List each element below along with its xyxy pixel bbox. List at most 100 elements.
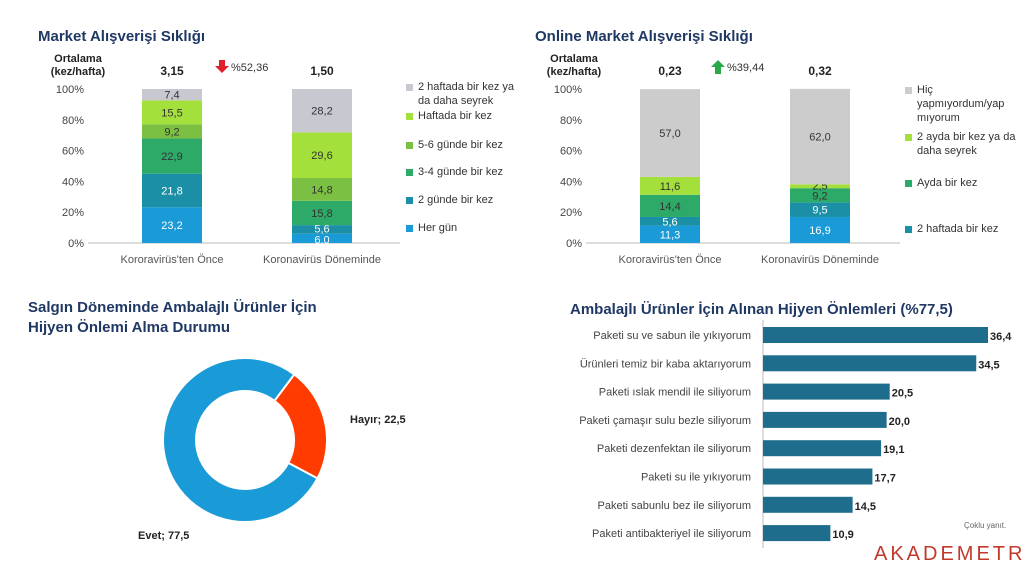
market-legend-label-0: 2 haftada bir kez ya da daha seyrek	[418, 81, 515, 107]
market-label-1-3: 14,8	[311, 184, 332, 196]
online-ytick-100: 100%	[554, 84, 582, 96]
online-average-1: 0,32	[808, 64, 832, 78]
online-bar-0-seg-3	[640, 176, 700, 195]
market-bar-1-seg-5	[292, 89, 352, 133]
market-ytick-60: 60%	[62, 146, 84, 158]
market-ytick-40: 40%	[62, 176, 84, 188]
hbar-value-6: 14,5	[855, 501, 876, 513]
market-bar-1-seg-2	[292, 200, 352, 226]
online-bar-1-seg-0	[790, 216, 850, 243]
hbar-category-4: Paketi dezenfektan ile siliyorum	[597, 443, 751, 455]
hbar-category-6: Paketi sabunlu bez ile siliyorum	[598, 500, 751, 512]
market-legend-label-5: Her gün	[418, 222, 458, 234]
donut-label-hayir: Hayır; 22,5	[350, 414, 406, 426]
online-ytick-80: 80%	[560, 115, 582, 127]
online-bar-0-seg-0	[640, 225, 700, 243]
online-legend-label-1: 2 ayda bir kez ya da daha seyrek	[917, 131, 1016, 157]
market-bar-0-seg-1	[142, 173, 202, 208]
online-bar-1-seg-3	[790, 184, 850, 189]
online-label-1-4: 62,0	[809, 132, 830, 144]
hbar-value-3: 20,0	[889, 416, 910, 428]
market-label-0-1: 21,8	[161, 185, 182, 197]
online-bar-0-seg-2	[640, 194, 700, 217]
market-bar-0-seg-2	[142, 138, 202, 174]
online-legend-swatch-1	[905, 134, 912, 141]
market-legend-label-3: 3-4 günde bir kez	[418, 166, 503, 178]
market-average-label: Ortalama (kez/hafta)	[50, 53, 106, 78]
hbar-category-7: Paketi antibakteriyel ile siliyorum	[592, 528, 751, 540]
market-bar-1-seg-3	[292, 178, 352, 201]
online-label-0-4: 57,0	[659, 128, 680, 140]
online-bar-1-seg-1	[790, 202, 850, 217]
market-legend-label-2: 5-6 günde bir kez	[418, 139, 503, 151]
online-category-0: Kororavirüs'ten Önce	[619, 254, 722, 266]
market-bar-0-seg-5	[142, 89, 202, 101]
online-label-0-2: 14,4	[659, 201, 680, 213]
hbar-value-7: 10,9	[832, 529, 853, 541]
market-ytick-20: 20%	[62, 207, 84, 219]
donut-chart-title: Salgın Döneminde Ambalajlı Ürünler İçin …	[28, 299, 317, 336]
online-legend-swatch-0	[905, 87, 912, 94]
market-bar-0-seg-4	[142, 100, 202, 125]
hbar-category-3: Paketi çamaşır sulu bezle siliyorum	[579, 415, 751, 427]
market-bar-0-seg-0	[142, 207, 202, 243]
market-label-1-5: 28,2	[311, 106, 332, 118]
hbar-bar-7	[763, 525, 831, 542]
online-ytick-20: 20%	[560, 207, 582, 219]
market-average-1: 1,50	[310, 64, 334, 78]
market-change-down-arrow-icon	[215, 60, 229, 73]
market-label-0-4: 15,5	[161, 107, 182, 119]
market-change-value: %52,36	[231, 62, 268, 74]
online-change-value: %39,44	[727, 62, 764, 74]
online-legend-label-3: 2 haftada bir kez	[917, 223, 999, 235]
market-category-0: Kororavirüs'ten Önce	[121, 254, 224, 266]
market-bar-1-seg-4	[292, 132, 352, 179]
online-stacked-bar-chart: 0% 20% 40% 60% 80% 100% 11,35,6 14,4 11,6 57,0 Kor…	[554, 60, 900, 266]
market-label-1-2: 15,8	[311, 208, 332, 220]
online-chart-title: Online Market Alışverişi Sıklığı	[535, 28, 753, 45]
market-legend-swatch-0	[406, 84, 413, 91]
online-legend-swatch-2	[905, 180, 912, 187]
online-average-0: 0,23	[658, 64, 682, 78]
online-label-1-1: 9,5	[812, 205, 827, 217]
hbar-category-1: Ürünleri temiz bir kaba aktarıyorum	[580, 358, 751, 370]
market-label-0-2: 22,9	[161, 151, 182, 163]
akademetre-logo: AKADEMETRE	[874, 543, 1024, 565]
online-label-0-3: 11,6	[660, 181, 681, 193]
market-average-0: 3,15	[160, 64, 184, 78]
hbar-bar-3	[763, 411, 887, 428]
online-change-up-arrow-icon	[711, 60, 725, 74]
hygiene-donut-chart: Hayır; 22,5 Evet; 77,5	[138, 357, 406, 542]
market-legend-swatch-2	[406, 142, 413, 149]
online-label-0-0: 11,3	[660, 229, 681, 241]
hbar-bar-6	[763, 496, 853, 513]
online-bar-1-seg-2	[790, 188, 850, 203]
market-label-0-5: 7,4	[164, 90, 179, 102]
online-bar-0-seg-1	[640, 216, 700, 226]
hbar-category-5: Paketi su ile yıkıyorum	[641, 472, 751, 484]
online-legend-label-0: Hiç yapmıyordum/yap mıyorum	[917, 84, 1005, 124]
market-label-0-0: 23,2	[161, 220, 182, 232]
market-bar-1-seg-1	[292, 225, 352, 234]
hbar-value-0: 36,4	[990, 331, 1012, 343]
hygiene-measures-bar-chart: Paketi su ve sabun ile yıkıyorum 36,4 Ürün…	[579, 320, 1012, 548]
market-ytick-80: 80%	[62, 115, 84, 127]
footnote: Çoklu yanıt.	[964, 521, 1007, 530]
market-bar-0-seg-3	[142, 124, 202, 139]
hbar-bar-0	[763, 327, 988, 343]
online-ytick-40: 40%	[560, 176, 582, 188]
market-label-1-0: 6,0	[314, 234, 329, 246]
market-label-0-3: 9,2	[164, 126, 179, 138]
hbar-bar-5	[763, 468, 873, 485]
market-stacked-bar-chart: 0% 20% 40% 60% 80% 100% 23,2 21,8 22,9 9,2 15,5 7,4…	[56, 60, 400, 266]
hbar-bar-4	[763, 440, 882, 457]
hbar-category-2: Paketi ıslak mendil ile siliyorum	[599, 387, 751, 399]
online-legend-label-2: Ayda bir kez	[917, 177, 978, 189]
market-category-1: Koronavirüs Döneminde	[263, 254, 381, 266]
online-label-0-1: 5,6	[662, 216, 677, 228]
donut-label-evet: Evet; 77,5	[138, 530, 189, 542]
market-legend-swatch-5	[406, 225, 413, 232]
online-label-1-0: 16,9	[809, 225, 830, 237]
market-legend-swatch-4	[406, 197, 413, 204]
online-bar-0-seg-4	[640, 89, 700, 177]
